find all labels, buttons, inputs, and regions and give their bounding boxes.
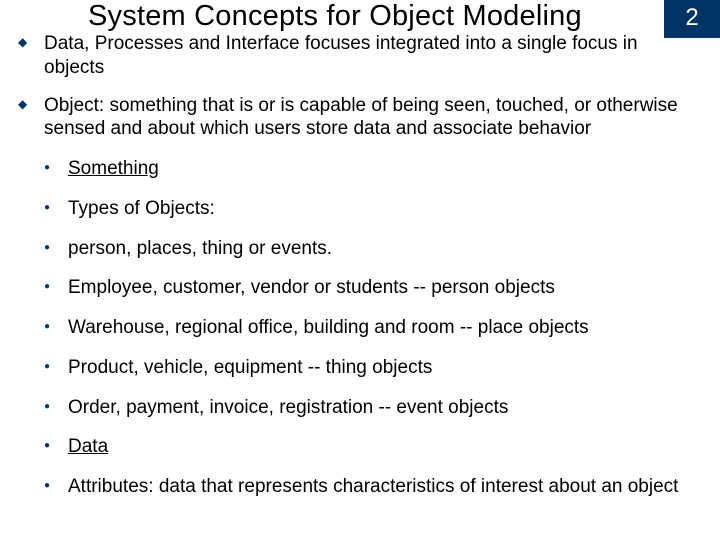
sub-bullet-text: person, places, thing or events.	[68, 238, 332, 259]
sub-bullet-item: Types of Objects:	[44, 197, 702, 221]
sub-bullet-item: Product, vehicle, equipment -- thing obj…	[44, 356, 702, 380]
sub-bullet-text: Types of Objects:	[68, 198, 215, 219]
bullet-list-level2: Something Types of Objects: person, plac…	[44, 157, 702, 499]
slide: System Concepts for Object Modeling 2 Da…	[0, 0, 720, 540]
sub-bullet-text: Something	[68, 158, 159, 179]
bullet-list-level1: Data, Processes and Interface focuses in…	[18, 32, 702, 499]
title-row: System Concepts for Object Modeling 2	[18, 0, 702, 36]
sub-bullet-item: Employee, customer, vendor or students -…	[44, 276, 702, 300]
sub-bullet-item: Something	[44, 157, 702, 181]
bullet-item: Data, Processes and Interface focuses in…	[18, 32, 702, 80]
sub-bullet-text: Data	[68, 436, 108, 457]
sub-bullet-text: Order, payment, invoice, registration --…	[68, 397, 508, 418]
bullet-item: Object: something that is or is capable …	[18, 94, 702, 499]
sub-bullet-text: Employee, customer, vendor or students -…	[68, 277, 555, 298]
sub-bullet-text: Attributes: data that represents charact…	[68, 476, 678, 497]
sub-bullet-text: Product, vehicle, equipment -- thing obj…	[68, 357, 432, 378]
bullet-text: Data, Processes and Interface focuses in…	[44, 33, 638, 78]
sub-bullet-item: Warehouse, regional office, building and…	[44, 316, 702, 340]
sub-bullet-item: Order, payment, invoice, registration --…	[44, 396, 702, 420]
sub-bullet-item: Attributes: data that represents charact…	[44, 475, 702, 499]
sub-bullet-item: person, places, thing or events.	[44, 237, 702, 261]
sub-bullet-text: Warehouse, regional office, building and…	[68, 317, 589, 338]
slide-title: System Concepts for Object Modeling	[88, 0, 582, 33]
bullet-text: Object: something that is or is capable …	[44, 95, 678, 140]
sub-bullet-item: Data	[44, 435, 702, 459]
